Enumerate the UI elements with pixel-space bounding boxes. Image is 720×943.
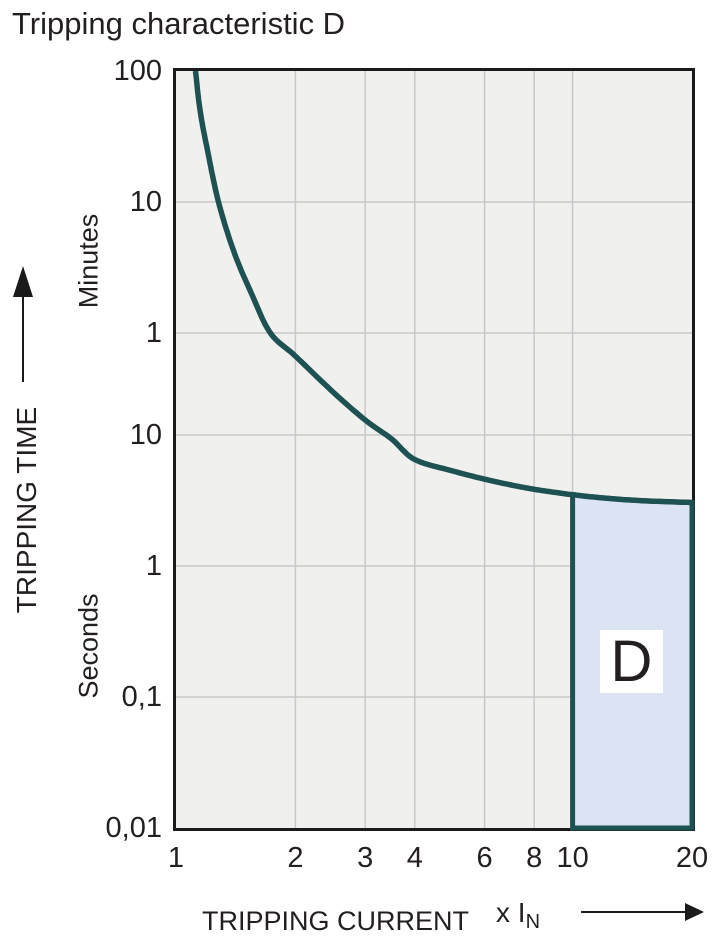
y-tick-label: 10 xyxy=(129,186,162,218)
region-label-box: D xyxy=(600,630,663,693)
x-tick-label: 2 xyxy=(287,842,304,874)
x-axis-unit: x IN xyxy=(496,897,541,934)
x-tick-label: 3 xyxy=(357,842,374,874)
plot-border xyxy=(173,68,695,831)
region-label: D xyxy=(610,629,653,694)
x-tick-label: 10 xyxy=(556,842,589,874)
y-axis-arrow-head xyxy=(13,266,33,297)
y-tick-label: 1 xyxy=(145,317,162,350)
x-tick-label: 8 xyxy=(526,842,543,874)
y-tick-label: 0,01 xyxy=(105,812,162,844)
y-tick-label: 100 xyxy=(113,55,162,87)
x-axis-title: TRIPPING CURRENT xyxy=(202,906,470,936)
x-axis-arrow-head xyxy=(685,903,704,921)
y-axis-unit-band: Minutes xyxy=(73,214,104,309)
chart-title: Tripping characteristic D xyxy=(12,6,346,41)
x-tick-label: 4 xyxy=(406,842,423,874)
x-tick-label: 6 xyxy=(476,842,493,874)
y-axis-title: TRIPPING TIME xyxy=(11,406,42,614)
y-tick-label: 10 xyxy=(129,418,162,451)
y-tick-label: 0,1 xyxy=(121,680,162,713)
tripping-curve xyxy=(192,70,693,506)
x-tick-label: 1 xyxy=(167,842,185,874)
x-tick-label: 20 xyxy=(675,842,709,874)
y-tick-label: 1 xyxy=(145,549,162,582)
y-axis-unit-band: Seconds xyxy=(73,593,104,699)
